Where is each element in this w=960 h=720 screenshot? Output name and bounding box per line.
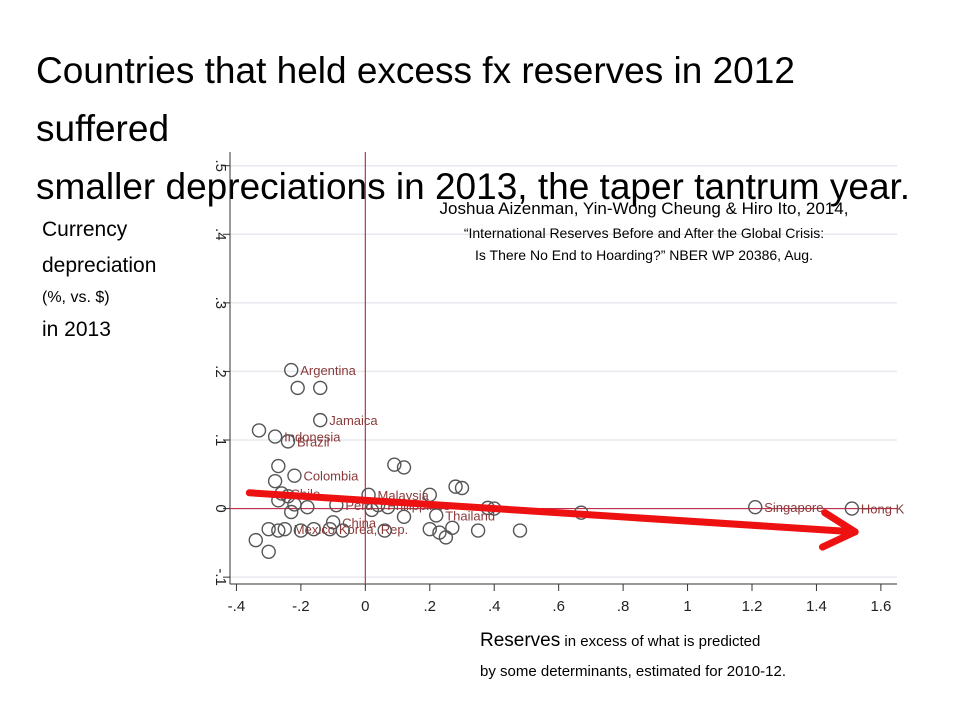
data-point-label: Hong K [861,502,905,517]
x-label-reserves: Reserves [480,630,561,651]
x-tick-label: .8 [617,598,630,615]
x-label-line-2: by some determinants, estimated for 2010… [480,663,786,680]
data-point [396,460,412,475]
data-point [748,500,763,515]
data-point [335,523,350,538]
data-point [277,521,292,537]
data-point [271,523,286,538]
title-line-1: Countries that held excess fx reserves i… [36,50,795,149]
data-point [300,500,315,515]
y-label-line-1: Currency [42,218,128,241]
data-point [287,468,302,483]
data-point-label: Singapore [764,500,823,515]
data-point [445,520,460,535]
data-point-label: Indonesia [284,430,341,445]
data-point [844,501,860,516]
y-tick-label: 0 [212,504,229,512]
data-point [248,532,263,548]
y-tick-label: -.1 [212,568,229,586]
data-point [267,429,283,444]
title-line-2: smaller depreciations in 2013, the taper… [36,166,911,207]
data-point [280,434,296,449]
trend-arrow-shaft [245,489,859,536]
y-label-line-2: depreciation [42,254,157,277]
data-point [377,523,392,538]
data-point [284,504,299,520]
citation: Joshua Aizenman, Yin-Wong Cheung & Hiro … [372,196,916,266]
x-tick-label: 0 [361,598,369,615]
data-point-label: Thailand [445,508,495,523]
x-tick-label: 1.4 [806,598,827,615]
data-point-label: China [342,515,377,530]
data-point [306,521,321,537]
data-point [261,521,276,537]
x-label-rest: in excess of what is predicted [560,633,761,650]
citation-line-1: Joshua Aizenman, Yin-Wong Cheung & Hiro … [439,199,849,218]
x-tick-label: 1.6 [870,598,891,615]
data-point [251,423,267,438]
citation-line-2: “International Reserves Before and After… [463,225,825,241]
trend-arrow-head [818,509,859,551]
data-point [396,509,412,524]
data-point [284,362,299,378]
x-tick-label: -.2 [292,598,310,615]
data-point [387,457,402,472]
data-point-label: Mexico [294,522,335,537]
data-point [454,480,470,496]
x-tick-label: .6 [552,598,565,615]
x-tick-label: .2 [424,598,437,615]
citation-line-3: Is There No End to Hoarding?” NBER WP 20… [474,247,813,263]
x-axis-label: Reserves in excess of what is predicted … [480,626,940,687]
x-tick-label: 1 [683,598,691,615]
y-tick-label: .1 [212,434,229,447]
data-point [261,544,276,559]
data-point [313,412,328,428]
data-point-label: Jamaica [329,413,378,428]
y-label-line-4: in 2013 [42,318,111,341]
page-title: Countries that held excess fx reserves i… [36,42,936,216]
data-point-label: Brazil [297,434,330,449]
x-tick-label: -.4 [228,598,246,615]
x-tick-label: 1.2 [742,598,763,615]
y-axis-label: Currency depreciation (%, vs. $) in 2013 [42,212,192,348]
data-point [267,473,283,489]
x-tick-label: .4 [488,598,501,615]
y-tick-label: .2 [212,365,229,378]
data-point [313,380,328,396]
data-point [512,523,528,538]
y-tick-label: .4 [212,228,229,241]
data-point [290,380,305,396]
data-point [271,458,286,474]
data-point [470,523,486,538]
y-tick-label: .3 [212,297,229,310]
data-point [325,515,341,530]
x-label-line-1: Reserves in excess of what is predicted [480,626,940,657]
data-point [422,521,437,537]
data-point [429,508,444,523]
y-label-line-3: (%, vs. $) [42,289,110,306]
data-point-label: Colombia [303,469,359,484]
data-point [448,479,463,494]
data-point-label: Argentina [300,363,356,378]
y-tick-label: .5 [212,159,229,172]
